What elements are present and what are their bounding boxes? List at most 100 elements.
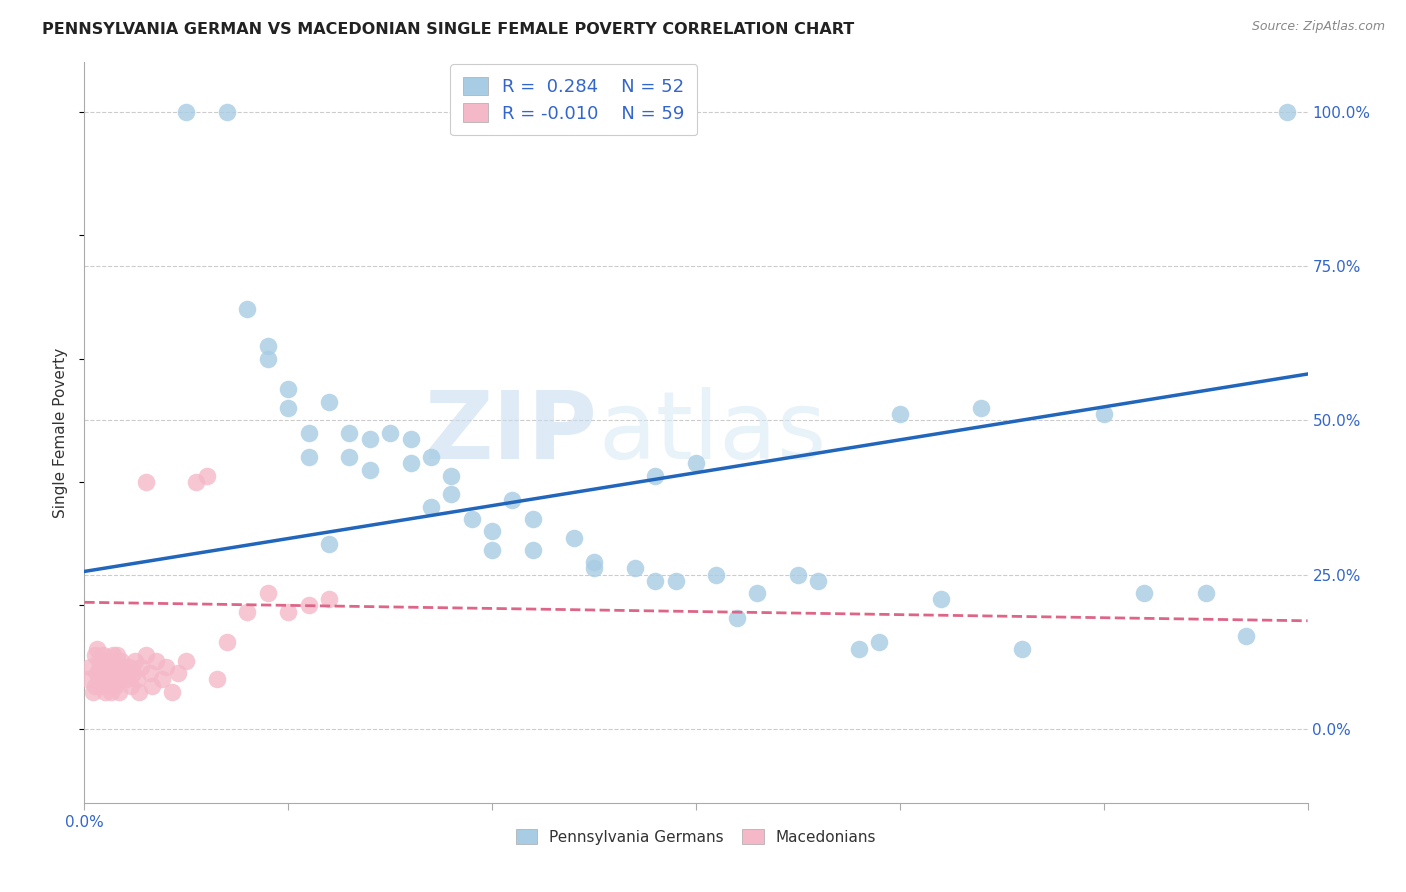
Point (86, 641, 108, 656)
Point (318, 394, 340, 409)
Point (155, 660, 177, 674)
Point (104, 679, 127, 693)
Point (725, 611, 748, 625)
Point (359, 432, 381, 446)
Point (339, 425, 361, 440)
Point (97, 654, 120, 668)
Point (115, 673, 138, 687)
Point (91, 673, 114, 687)
Point (1133, 586, 1156, 600)
Point (110, 654, 132, 668)
Point (186, 475, 208, 489)
Point (1277, 104, 1299, 119)
Point (339, 450, 361, 465)
Point (91, 648, 114, 662)
Point (77, 673, 100, 687)
Point (298, 450, 321, 465)
Point (112, 660, 135, 674)
Point (440, 468, 463, 483)
Point (399, 457, 422, 471)
Point (644, 468, 666, 483)
Point (105, 648, 128, 662)
Point (624, 561, 647, 575)
Point (141, 679, 163, 693)
Point (160, 685, 183, 699)
Point (135, 648, 157, 662)
Point (138, 666, 160, 681)
Point (236, 605, 259, 619)
Point (83, 679, 105, 693)
Point (90, 679, 112, 693)
Point (380, 425, 402, 440)
Point (87, 654, 110, 668)
Point (86, 666, 108, 681)
Point (318, 592, 340, 607)
Point (889, 407, 911, 421)
Point (583, 561, 606, 575)
Point (359, 462, 381, 476)
Point (87, 673, 110, 687)
Point (277, 401, 299, 415)
Point (970, 401, 993, 415)
Point (502, 493, 524, 508)
Point (685, 457, 707, 471)
Point (420, 500, 443, 514)
Point (461, 512, 484, 526)
Point (848, 641, 870, 656)
Point (1236, 629, 1258, 643)
Point (644, 574, 666, 588)
Point (104, 660, 127, 674)
Point (101, 673, 124, 687)
Point (93, 685, 115, 699)
Point (217, 104, 239, 119)
Point (96, 660, 118, 674)
Point (135, 475, 157, 489)
Point (522, 542, 544, 557)
Point (124, 654, 146, 668)
Point (562, 531, 585, 545)
Point (257, 351, 280, 366)
Point (120, 679, 142, 693)
Point (118, 660, 141, 674)
Point (83, 648, 105, 662)
Point (929, 592, 952, 607)
Point (105, 666, 128, 681)
Point (522, 512, 544, 526)
Point (167, 666, 190, 681)
Point (787, 567, 810, 582)
Point (481, 524, 503, 539)
Point (122, 666, 145, 681)
Point (195, 468, 218, 483)
Point (127, 673, 149, 687)
Point (399, 432, 422, 446)
Point (108, 685, 131, 699)
Point (90, 660, 112, 674)
Point (100, 685, 122, 699)
Point (1011, 641, 1033, 656)
Point (298, 425, 321, 440)
Point (205, 673, 228, 687)
Legend: Pennsylvania Germans, Macedonians: Pennsylvania Germans, Macedonians (509, 822, 883, 851)
Point (1092, 407, 1115, 421)
Point (298, 599, 321, 613)
Point (150, 673, 173, 687)
Point (706, 567, 728, 582)
Text: ZIP: ZIP (425, 386, 598, 479)
Point (145, 654, 167, 668)
Point (82, 685, 104, 699)
Point (97, 673, 120, 687)
Point (236, 302, 259, 317)
Point (277, 383, 299, 397)
Point (131, 660, 153, 674)
Point (420, 450, 443, 465)
Point (93, 666, 115, 681)
Point (257, 339, 280, 353)
Point (747, 586, 769, 600)
Text: atlas: atlas (598, 386, 827, 479)
Point (318, 536, 340, 550)
Point (174, 104, 197, 119)
Point (79, 660, 101, 674)
Point (217, 635, 239, 649)
Point (807, 574, 830, 588)
Point (481, 542, 503, 557)
